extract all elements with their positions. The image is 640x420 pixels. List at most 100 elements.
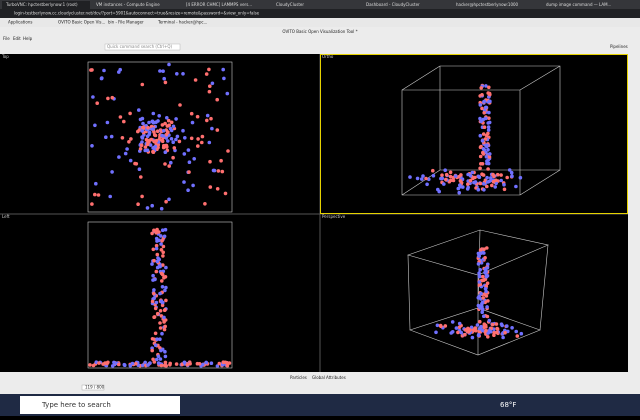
tab-title[interactable]: VM instances - Compute Engine — [96, 2, 160, 7]
taskbar-search-text[interactable]: Type here to search — [41, 401, 111, 409]
particle — [152, 288, 156, 292]
particle — [480, 106, 484, 111]
viewport-caption[interactable]: Top — [1, 54, 9, 59]
particle — [482, 125, 487, 129]
particle — [450, 330, 455, 334]
particle — [145, 142, 150, 147]
particle — [483, 255, 487, 260]
particle — [167, 164, 171, 168]
particle — [486, 128, 491, 132]
particle — [163, 162, 167, 166]
panel-item[interactable]: Terminal - hacker@hpc... — [157, 20, 207, 25]
viewport-caption[interactable]: Ortho — [322, 54, 334, 59]
viewport-caption[interactable]: Perspective — [322, 214, 346, 219]
particle — [484, 274, 489, 279]
particle — [110, 95, 115, 100]
particle — [125, 147, 129, 151]
viewport-caption[interactable]: Left — [2, 214, 10, 219]
tab-title[interactable]: dump image command — LAM... — [546, 2, 611, 7]
panel-item[interactable]: Applications — [8, 20, 32, 25]
browser-tab[interactable] — [92, 1, 180, 9]
particle — [484, 269, 488, 274]
particle — [145, 134, 150, 139]
menu-item[interactable]: Edit — [13, 36, 21, 41]
browser-tab[interactable] — [2, 1, 90, 9]
particle — [189, 111, 194, 116]
particle — [112, 360, 116, 365]
particle — [468, 173, 473, 178]
particle — [486, 335, 490, 339]
particle — [151, 149, 155, 154]
particle — [514, 329, 518, 334]
particle — [501, 335, 505, 340]
particle — [478, 248, 483, 252]
tab-title[interactable]: TurboVNC: hpctestberlynow:1 (root) — [5, 2, 78, 7]
particle — [157, 230, 161, 234]
particle — [458, 183, 462, 187]
particle — [466, 185, 471, 190]
frame-counter[interactable]: 119 / 800 — [85, 385, 105, 390]
browser-tab[interactable] — [182, 1, 270, 9]
particle — [225, 363, 230, 368]
particle — [494, 178, 498, 183]
particle — [164, 285, 168, 290]
particle — [495, 172, 500, 177]
particle — [457, 321, 462, 326]
particle — [481, 173, 486, 177]
url[interactable]: login-testberlynow.cc.cloudycluster.net/… — [14, 11, 260, 16]
particle — [443, 168, 448, 172]
particle — [451, 178, 456, 183]
particle — [145, 148, 150, 152]
panel-item[interactable]: bin - File Manager — [108, 20, 144, 25]
pipelines-label[interactable]: Pipelines — [610, 44, 628, 49]
menu-item[interactable]: File — [3, 36, 10, 41]
panel-item[interactable]: OVITO Basic Open Vis... — [58, 20, 105, 25]
particle — [136, 202, 140, 206]
particle — [160, 133, 164, 138]
particle — [143, 360, 147, 365]
particle — [171, 140, 175, 144]
particle — [150, 262, 154, 266]
browser-tab[interactable] — [542, 1, 630, 9]
tab-title[interactable]: [4 ERROR CHMC] LAMMPS vers... — [186, 2, 252, 7]
particle — [477, 329, 482, 334]
browser-tab[interactable] — [272, 1, 360, 9]
particle — [479, 162, 483, 166]
weather[interactable]: 68°F — [500, 401, 516, 409]
particle — [510, 174, 514, 178]
particle — [157, 114, 161, 118]
tab-title[interactable]: Dashboard - CloudyCluster — [366, 2, 420, 7]
particle — [209, 361, 214, 366]
inspector-tab[interactable]: Particles — [290, 375, 307, 380]
particle — [155, 265, 160, 270]
particle — [147, 120, 151, 125]
particle — [167, 197, 171, 202]
particle — [160, 331, 164, 336]
particle — [431, 173, 436, 178]
particle — [483, 137, 488, 141]
particle — [227, 361, 232, 365]
particle — [140, 194, 144, 199]
particle — [146, 363, 150, 367]
particle — [151, 127, 155, 131]
inspector-tab[interactable]: Global Attributes — [312, 375, 346, 380]
particle — [217, 361, 222, 366]
particle — [477, 280, 482, 284]
taskbar-search[interactable] — [20, 396, 180, 414]
particle — [160, 228, 165, 232]
particle — [475, 323, 480, 327]
frame-spinner[interactable] — [81, 384, 105, 391]
particle — [186, 148, 191, 152]
tab-title[interactable]: hacker@hpctestberlynow:1000 — [456, 2, 519, 7]
menu-item[interactable]: Help — [23, 36, 33, 41]
tab-title[interactable]: CloudyCluster — [276, 2, 304, 7]
particle — [174, 137, 178, 142]
particle — [486, 299, 490, 303]
browser-tab[interactable] — [452, 1, 540, 9]
particle — [480, 300, 485, 305]
browser-tab[interactable] — [362, 1, 450, 9]
search-placeholder[interactable]: Quick command search (Ctrl+Q) — [107, 44, 173, 49]
particle — [481, 328, 485, 333]
particle — [163, 360, 168, 365]
search-box[interactable] — [104, 43, 181, 51]
